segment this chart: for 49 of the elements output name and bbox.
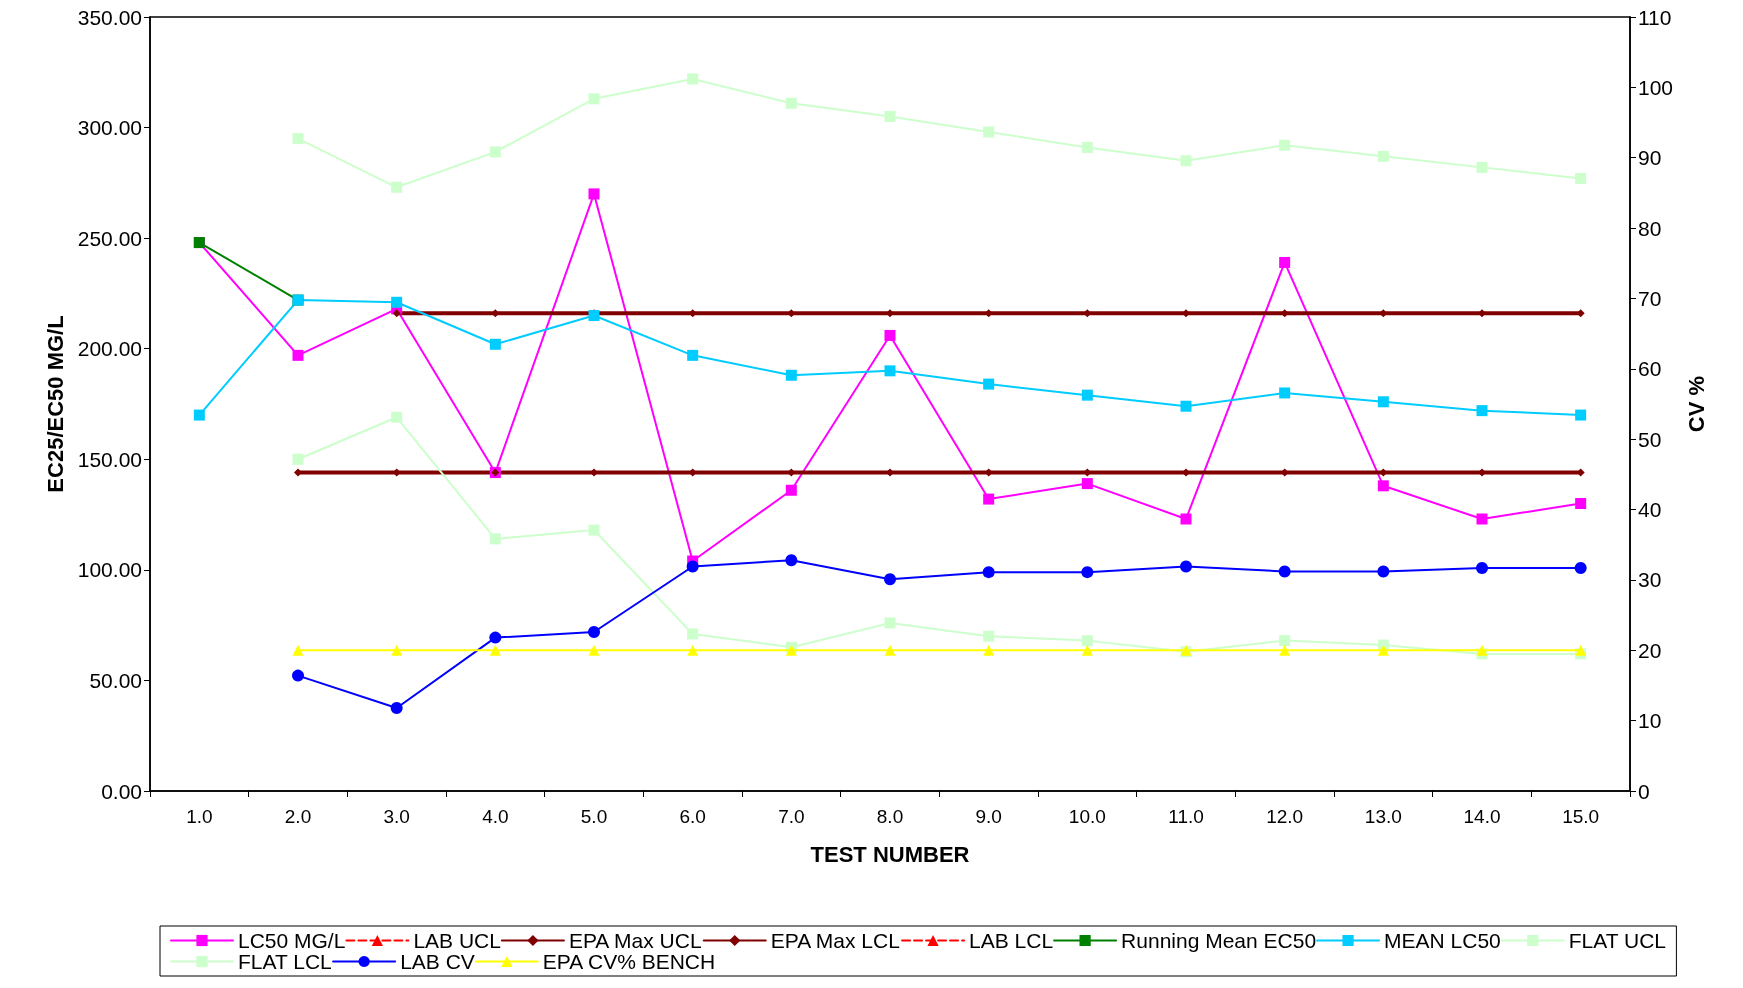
y-tick-label: 250.00 [77, 226, 142, 250]
x-tick-label: 3.0 [383, 806, 410, 827]
x-tick-label: 2.0 [284, 806, 312, 827]
y2-tick-label: 100 [1638, 75, 1674, 99]
y2-axis-title: CV % [1683, 375, 1709, 433]
x-tick-label: 4.0 [482, 806, 509, 827]
y2-tick-label: 20 [1638, 638, 1662, 662]
legend-label: FLAT UCL [1568, 929, 1667, 952]
x-tick-label: 12.0 [1266, 806, 1304, 827]
legend-label: LAB LCL [969, 929, 1054, 952]
y-axis-title: EC25/EC50 MG/L [43, 315, 69, 493]
y2-tick-label: 110 [1638, 5, 1672, 29]
legend-label: LAB CV [400, 950, 475, 973]
y2-tick-label: 50 [1638, 427, 1662, 451]
legend-label: LC50 MG/L [238, 929, 346, 952]
legend-label: LAB UCL [413, 929, 501, 952]
legend-label: Running Mean EC50 [1121, 929, 1317, 952]
y-tick-label: 100.00 [77, 558, 142, 582]
x-tick-label: 9.0 [975, 806, 1002, 827]
y-tick-label: 200.00 [77, 337, 142, 361]
x-tick-label: 14.0 [1463, 806, 1501, 827]
legend-label: FLAT LCL [238, 950, 332, 973]
y-tick-label: 300.00 [77, 116, 142, 140]
x-tick-label: 11.0 [1168, 806, 1204, 827]
x-tick-label: 8.0 [876, 806, 904, 827]
x-tick-label: 1.0 [186, 806, 213, 827]
y2-tick-label: 90 [1638, 146, 1662, 170]
legend-label: EPA Max UCL [568, 929, 702, 952]
y-tick-label: 50.00 [89, 668, 142, 692]
x-tick-label: 7.0 [778, 806, 805, 827]
y2-tick-label: 60 [1638, 357, 1662, 381]
x-tick-label: 13.0 [1364, 806, 1402, 827]
x-tick-label: 6.0 [679, 806, 706, 827]
y2-tick-label: 10 [1638, 709, 1662, 733]
legend-label: EPA Max LCL [770, 929, 900, 952]
x-tick-label: 15.0 [1562, 806, 1600, 827]
y2-tick-label: 30 [1638, 568, 1662, 592]
x-tick-label: 5.0 [580, 806, 608, 827]
y-tick-label: 0.00 [101, 779, 142, 803]
legend-label: EPA CV% BENCH [542, 950, 716, 973]
y-tick-label: 350.00 [77, 5, 142, 29]
x-axis-title: TEST NUMBER [810, 841, 970, 867]
y2-tick-label: 40 [1638, 498, 1662, 522]
y2-tick-label: 80 [1638, 216, 1662, 240]
legend-label: MEAN LC50 [1384, 929, 1501, 952]
x-tick-label: 10.0 [1068, 806, 1106, 827]
y2-tick-label: 0 [1638, 779, 1650, 803]
y2-tick-label: 70 [1638, 286, 1662, 310]
y-tick-label: 150.00 [77, 447, 142, 471]
